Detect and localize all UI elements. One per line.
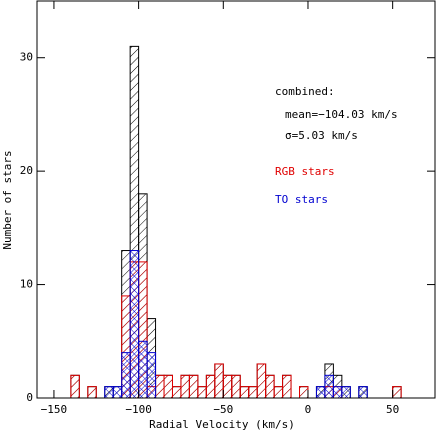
histogram-bar (214, 363, 224, 399)
histogram-bar (205, 374, 216, 399)
histogram-bar (282, 374, 292, 399)
legend-entry: RGB stars (275, 165, 335, 178)
x-tick-label: −50 (213, 403, 233, 416)
histogram-bar (265, 374, 275, 399)
x-axis-label: Radial Velocity (km/s) (149, 418, 295, 431)
histogram-bar (231, 374, 241, 399)
histogram-bar (112, 386, 123, 399)
histogram-bar (273, 386, 284, 399)
histogram-bar (222, 374, 233, 399)
histogram-bar (188, 374, 199, 399)
y-tick-label: 0 (26, 391, 33, 404)
histogram-bar (248, 386, 258, 399)
histogram-bar (299, 386, 309, 399)
histogram-bar (146, 352, 157, 399)
x-tick-label: 0 (305, 403, 312, 416)
histogram-bar (180, 374, 190, 399)
histogram-bar (256, 363, 267, 399)
y-axis-label: Number of stars (1, 150, 14, 249)
histogram-bar (121, 352, 131, 399)
histogram-bar (315, 386, 326, 399)
histogram-bar (87, 386, 97, 399)
y-tick-label: 10 (20, 278, 33, 291)
histogram-bar (104, 386, 114, 399)
y-tick-label: 20 (20, 164, 33, 177)
x-tick-label: −100 (125, 403, 152, 416)
histogram-bar (341, 386, 351, 399)
histogram-bar (155, 374, 165, 399)
histogram-bar (332, 386, 343, 399)
histogram-bar (138, 340, 148, 399)
x-tick-label: 50 (386, 403, 399, 416)
annotation: σ=5.03 km/s (285, 129, 358, 142)
histogram-bar (324, 374, 334, 399)
histogram-bar (129, 250, 140, 399)
histogram-bar (358, 386, 368, 399)
histogram-bar (197, 386, 207, 399)
histogram-bar (171, 386, 182, 399)
legend-title: combined: (275, 85, 335, 98)
annotation: mean=−104.03 km/s (285, 108, 398, 121)
histogram-bar (239, 386, 250, 399)
histogram-bar (163, 374, 173, 399)
x-tick-label: −150 (41, 403, 68, 416)
histogram-bar (70, 374, 80, 399)
plot-frame (36, 0, 436, 399)
legend-entry: TO stars (275, 193, 328, 206)
y-tick-label: 30 (20, 51, 33, 64)
histogram-bar (392, 386, 402, 399)
